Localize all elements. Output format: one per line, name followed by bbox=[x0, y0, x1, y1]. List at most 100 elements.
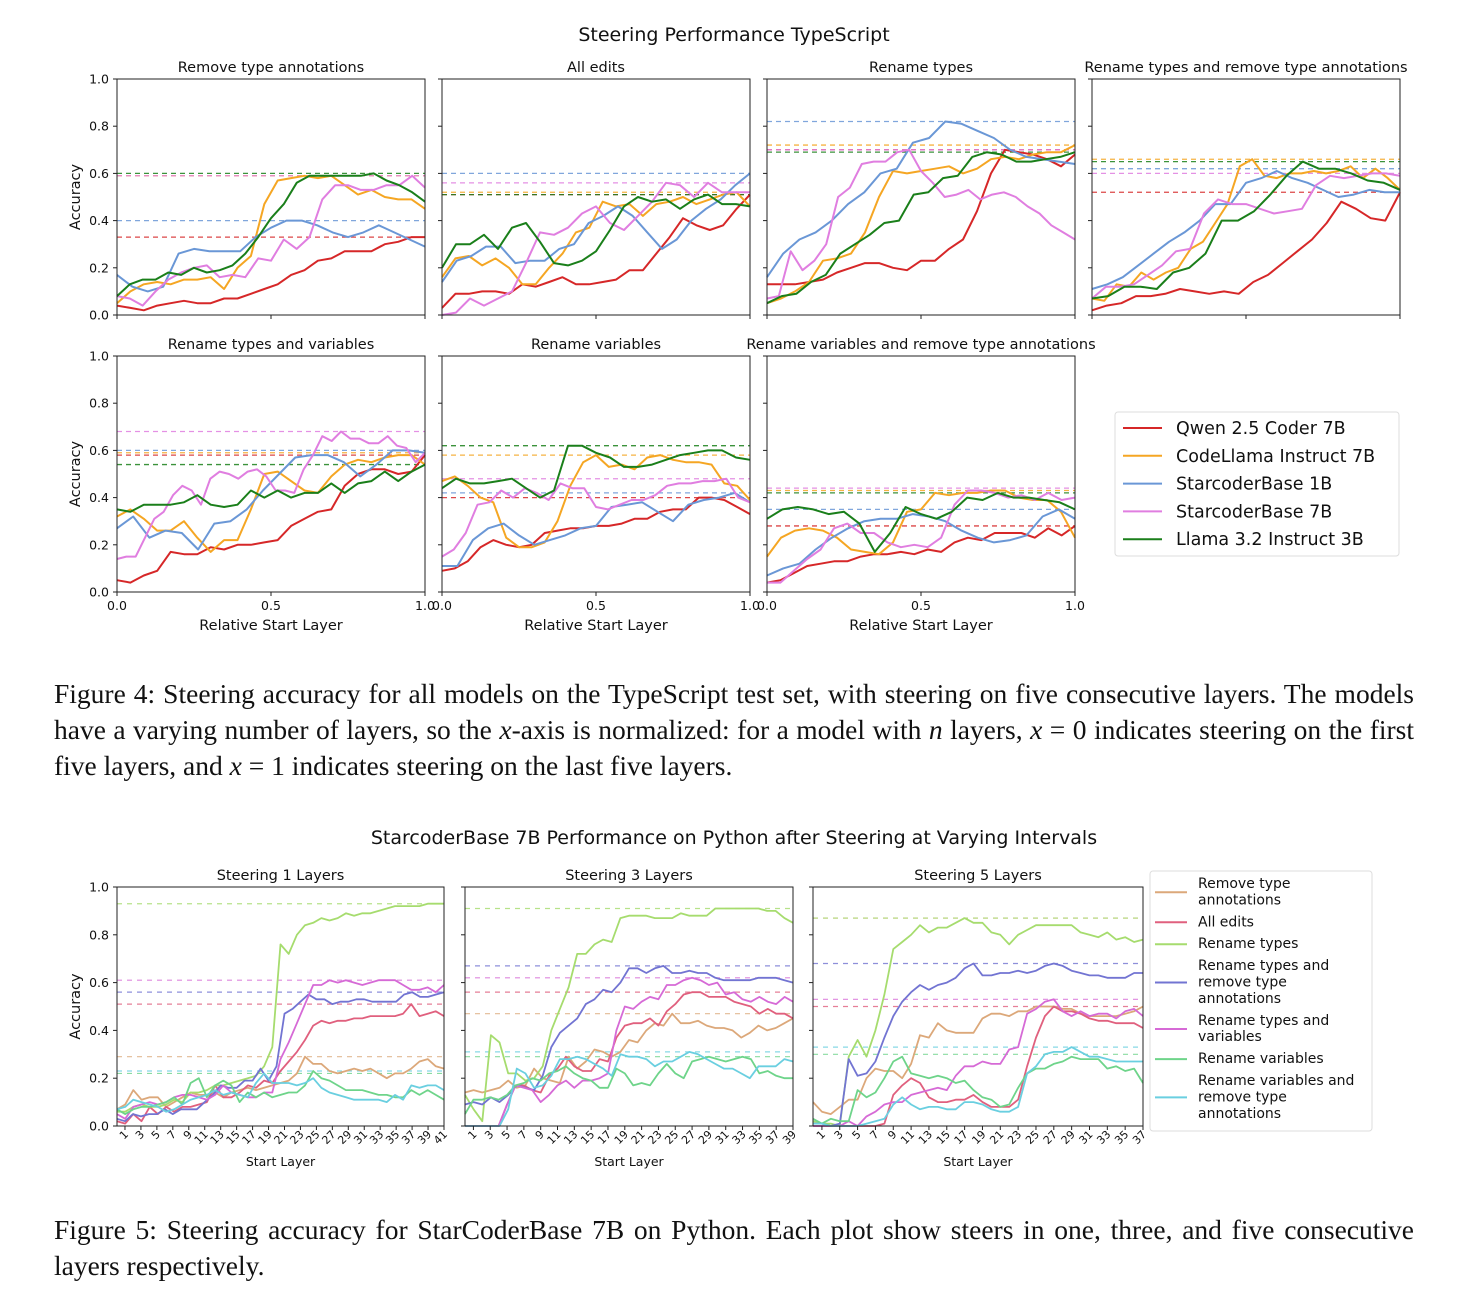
legend-label: annotations bbox=[1198, 892, 1281, 908]
plot-frame bbox=[1091, 78, 1401, 316]
legend-item-qwen-2-5-coder-7b: Qwen 2.5 Coder 7B bbox=[1123, 419, 1346, 439]
x-tick-label: 0.5 bbox=[586, 598, 606, 613]
x-tick-label: 9 bbox=[533, 1128, 547, 1142]
series-line-starcoderbase-7b bbox=[766, 148, 1076, 300]
plot-frame bbox=[441, 355, 751, 593]
y-tick-label: 0.8 bbox=[89, 119, 109, 134]
y-tick-label: 0.2 bbox=[89, 537, 109, 552]
x-tick-label: 13 bbox=[916, 1128, 935, 1147]
series-line-starcoderbase-1b bbox=[442, 491, 751, 567]
series-line-rename-variables-and-remove-type-annotations bbox=[813, 1046, 1143, 1127]
x-tick-label: 19 bbox=[969, 1128, 988, 1147]
x-tick-label: 37 bbox=[1130, 1128, 1149, 1147]
y-tick-label: 0.6 bbox=[89, 975, 109, 990]
panel-remove-type-annotations: Remove type annotations 0.0 0.2 0.4 0.6 0.8 1.… bbox=[68, 60, 426, 323]
series-line-rename-types bbox=[464, 907, 794, 1123]
series-line-qwen-2-5-coder-7b bbox=[766, 525, 1076, 584]
y-tick-label: 1.0 bbox=[89, 880, 109, 895]
caption-text: Steering accuracy for all models on the … bbox=[54, 678, 1414, 745]
x-tick-label: 5 bbox=[850, 1128, 864, 1142]
plot-frame bbox=[812, 886, 1144, 1127]
y-tick-label: 0.4 bbox=[89, 213, 109, 228]
y-axis-label: Accuracy bbox=[68, 163, 84, 230]
caption-math: n bbox=[928, 714, 943, 745]
figure-4-typescript-steering: Steering Performance TypeScript Remove t… bbox=[68, 24, 1408, 634]
x-tick-label: 0.5 bbox=[911, 598, 931, 613]
plot-frame bbox=[116, 355, 426, 593]
plot-frame bbox=[464, 886, 794, 1127]
series-line-all-edits bbox=[465, 991, 794, 1127]
series-line-rename-types-and-variables bbox=[465, 976, 794, 1127]
series-line-codellama-instruct-7b bbox=[766, 144, 1076, 305]
plot-frame bbox=[766, 355, 1076, 593]
caption-math: x bbox=[1030, 714, 1043, 745]
series-line-starcoderbase-7b bbox=[767, 489, 1076, 584]
caption-text: = 1 indicates steering on the last five … bbox=[241, 750, 733, 781]
series-line-rename-types-and-remove-type-annotations bbox=[116, 991, 445, 1123]
series-line-rename-variables bbox=[464, 1055, 793, 1115]
panel-title: Remove type annotations bbox=[178, 60, 365, 76]
series-line-rename-types-and-variables bbox=[813, 998, 1144, 1127]
x-tick-label: 1 bbox=[814, 1128, 828, 1142]
legend-label: Llama 3.2 Instruct 3B bbox=[1176, 530, 1364, 550]
panel-title: All edits bbox=[567, 60, 625, 76]
series-line-qwen-2-5-coder-7b bbox=[441, 496, 751, 572]
legend-item-rename-variables: Rename variables bbox=[1155, 1051, 1324, 1067]
x-axis-label: Relative Start Layer bbox=[199, 618, 343, 634]
panel-title: Rename types and variables bbox=[168, 337, 375, 353]
legend-label: Qwen 2.5 Coder 7B bbox=[1176, 419, 1346, 439]
legend-item-rename-types: Rename types bbox=[1155, 936, 1298, 952]
figure-5-caption: Figure 5: Steering accuracy for StarCode… bbox=[54, 1214, 1414, 1281]
x-tick-label: 0.0 bbox=[107, 598, 127, 613]
x-tick-label: 7 bbox=[867, 1128, 881, 1142]
series-line-starcoderbase-7b bbox=[1091, 172, 1401, 300]
series-line-llama-3-2-instruct-3b bbox=[1091, 160, 1401, 300]
x-tick-label: 31 bbox=[1077, 1128, 1096, 1147]
x-tick-label: 41 bbox=[431, 1128, 450, 1147]
legend-label: All edits bbox=[1198, 914, 1254, 930]
legend-label: StarcoderBase 7B bbox=[1176, 502, 1332, 522]
legend-box bbox=[1149, 870, 1373, 1132]
legend-label: variables bbox=[1198, 1029, 1262, 1045]
legend-item-starcoderbase-1b: StarcoderBase 1B bbox=[1123, 475, 1332, 495]
y-tick-label: 0.6 bbox=[89, 166, 109, 181]
series-line-starcoderbase-1b bbox=[116, 219, 426, 293]
series-line-qwen-2-5-coder-7b bbox=[116, 236, 425, 312]
x-tick-label: 1 bbox=[117, 1128, 131, 1142]
figure-5-python-steering: StarcoderBase 7B Performance on Python a… bbox=[68, 827, 1373, 1169]
panel-title: Steering 1 Layers bbox=[217, 868, 345, 884]
x-tick-label: 1.0 bbox=[415, 598, 435, 613]
series-line-qwen-2-5-coder-7b bbox=[441, 193, 751, 309]
x-axis-label: Start Layer bbox=[943, 1154, 1013, 1169]
legend-label: Remove type bbox=[1198, 876, 1291, 892]
legend-label: Rename types and bbox=[1198, 958, 1329, 974]
x-tick-label: 21 bbox=[987, 1128, 1006, 1147]
panel-title: Steering 5 Layers bbox=[914, 868, 1042, 884]
panel-title: Rename types and remove type annotations bbox=[1084, 60, 1407, 76]
x-tick-label: 33 bbox=[1094, 1128, 1113, 1147]
x-axis-label: Start Layer bbox=[246, 1154, 316, 1169]
plot-frame bbox=[116, 886, 445, 1127]
x-tick-label: 0.0 bbox=[432, 598, 452, 613]
legend-label: Rename variables and bbox=[1198, 1073, 1354, 1089]
series-line-llama-3-2-instruct-3b bbox=[441, 444, 751, 499]
x-tick-label: 0.0 bbox=[757, 598, 777, 613]
panel-rename-types-and-variables: Rename types and variables 0.0 0.2 0.4 0.6 0.… bbox=[68, 337, 435, 634]
y-tick-label: 0.4 bbox=[89, 490, 109, 505]
legend-item-all-edits: All edits bbox=[1155, 914, 1254, 930]
x-tick-label: 1.0 bbox=[1065, 598, 1085, 613]
series-line-qwen-2-5-coder-7b bbox=[116, 454, 426, 584]
legend-label: Rename types bbox=[1198, 936, 1298, 952]
x-tick-label: 15 bbox=[934, 1128, 953, 1147]
x-axis-label: Relative Start Layer bbox=[849, 618, 993, 634]
x-tick-label: 29 bbox=[1059, 1128, 1078, 1147]
plot-frame bbox=[766, 78, 1076, 316]
x-tick-label: 5 bbox=[149, 1128, 163, 1142]
y-tick-label: 0.4 bbox=[89, 1023, 109, 1038]
x-tick-label: 0.5 bbox=[261, 598, 281, 613]
legend-box bbox=[1114, 411, 1400, 557]
caption-text: layers, bbox=[942, 714, 1031, 745]
